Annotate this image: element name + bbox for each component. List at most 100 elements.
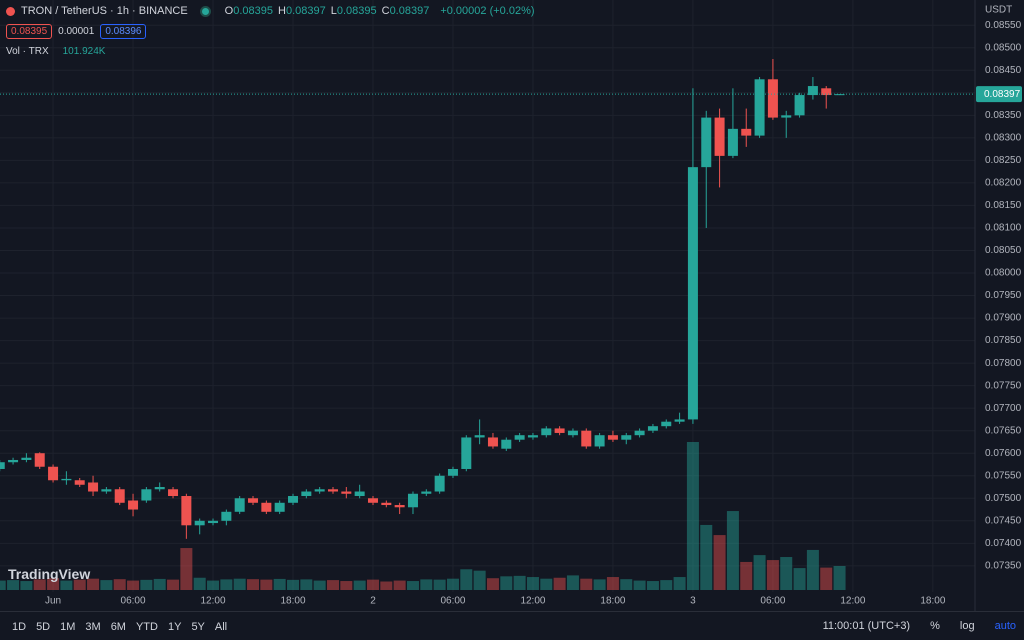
volume-bar	[726, 511, 739, 590]
candle-body	[767, 79, 778, 118]
x-tick-label: 12:00	[520, 596, 545, 607]
candle-body	[421, 491, 432, 494]
volume-bar	[700, 524, 713, 590]
symbol[interactable]: TRON / TetherUS · 1h · BINANCE	[21, 5, 188, 17]
volume-bar	[313, 580, 326, 590]
volume-bar	[740, 561, 753, 590]
volume-bar	[140, 579, 153, 590]
ohlc-value: 0.08397	[285, 5, 326, 17]
log-toggle[interactable]: log	[959, 620, 975, 632]
buy-button[interactable]: 0.08396	[100, 24, 147, 39]
x-tick-label: 2	[370, 596, 376, 607]
auto-toggle[interactable]: auto	[994, 620, 1016, 632]
y-tick-label: 0.07950	[985, 290, 1022, 301]
volume-bar	[713, 535, 726, 590]
range-button[interactable]: YTD	[135, 620, 158, 633]
volume-bar	[620, 579, 633, 590]
volume-bar	[633, 580, 646, 590]
volume-bar	[273, 578, 286, 590]
volume-bar	[406, 581, 419, 590]
candle-body	[8, 459, 19, 463]
volume-bar	[207, 580, 220, 590]
volume-bar	[433, 579, 446, 590]
range-button[interactable]: 5D	[36, 620, 51, 633]
range-button[interactable]: 1M	[60, 620, 76, 633]
ohlc-label: H	[278, 5, 286, 17]
volume-bar	[646, 581, 659, 590]
volume-bar	[393, 580, 406, 590]
candle-body	[221, 511, 232, 521]
y-tick-label: 0.07800	[985, 358, 1022, 369]
candle-body	[341, 491, 352, 494]
candle-body	[461, 437, 472, 469]
range-button[interactable]: All	[214, 620, 228, 633]
percent-toggle[interactable]: %	[930, 620, 940, 632]
y-tick-label: 0.08250	[985, 155, 1022, 166]
ohlc-label: O	[224, 5, 234, 17]
volume-bar	[820, 567, 833, 590]
candle-body	[301, 491, 312, 497]
candle-body	[314, 489, 325, 492]
volume-bar	[526, 577, 539, 590]
volume-bar	[366, 579, 379, 590]
candle-body	[634, 430, 645, 436]
volume-bar	[260, 579, 273, 590]
candle-body	[48, 466, 59, 481]
candle-body	[101, 489, 112, 492]
x-tick-label: 12:00	[840, 596, 865, 607]
volume-bar	[153, 578, 166, 590]
logo[interactable]: TradingView	[8, 566, 91, 582]
volume-bar	[287, 579, 300, 590]
chart: 0.085500.085000.084500.084000.083500.083…	[0, 0, 1022, 611]
clock: 11:00:01 (UTC+3)	[822, 620, 911, 632]
volume-bar	[486, 578, 499, 590]
axes: 0.085500.085000.084500.084000.083500.083…	[45, 20, 1022, 607]
candle-body	[394, 505, 405, 508]
volume-bar	[220, 579, 233, 590]
volume-bar	[806, 549, 819, 590]
plot	[0, 59, 975, 590]
candle-body	[727, 128, 738, 156]
volume-bar	[193, 577, 206, 590]
range-button[interactable]: 6M	[110, 620, 126, 633]
volume-bar	[753, 555, 766, 590]
candle-body	[834, 94, 845, 96]
volume-bar	[833, 565, 846, 590]
candle-body	[381, 502, 392, 506]
sell-button[interactable]: 0.08395	[6, 24, 53, 39]
x-tick-label: 06:00	[760, 596, 785, 607]
volume-title: Vol · TRX	[6, 46, 49, 57]
volume-bar	[247, 579, 260, 590]
volume-bar	[446, 578, 459, 590]
volume-legend: Vol · TRX 101.924K	[6, 46, 105, 57]
volume-bar	[0, 580, 6, 590]
range-button[interactable]: 1Y	[167, 620, 182, 633]
volume-bar	[780, 557, 793, 590]
candle-body	[701, 117, 712, 168]
volume-bar	[7, 580, 20, 590]
candle-body	[741, 128, 752, 136]
candle-body	[594, 435, 605, 447]
y-tick-label: 0.08000	[985, 268, 1022, 279]
candle-body	[794, 95, 805, 116]
volume-bar	[60, 580, 73, 590]
x-tick-label: 3	[690, 596, 696, 607]
volume-bar	[353, 580, 366, 590]
y-tick-label: 0.07500	[985, 493, 1022, 504]
volume-bar	[460, 569, 473, 590]
y-tick-label: 0.08300	[985, 132, 1022, 143]
ohlc: O0.08395 H0.08397 L0.08395 C0.08397	[225, 5, 435, 17]
y-tick-label: 0.07750	[985, 380, 1022, 391]
range-button[interactable]: 3M	[85, 620, 101, 633]
candle-body	[434, 475, 445, 492]
volume-value: 101.924K	[62, 46, 106, 57]
candle-body	[581, 430, 592, 447]
candle-body	[194, 520, 205, 526]
last-price-label: 0.08397	[984, 89, 1021, 100]
x-tick-label: 12:00	[201, 596, 226, 607]
candle-body	[554, 428, 565, 433]
range-button[interactable]: 5Y	[191, 620, 205, 633]
x-tick-label: Jun	[45, 596, 61, 607]
range-button[interactable]: 1D	[12, 620, 27, 633]
currency[interactable]: USDT	[985, 5, 1012, 16]
